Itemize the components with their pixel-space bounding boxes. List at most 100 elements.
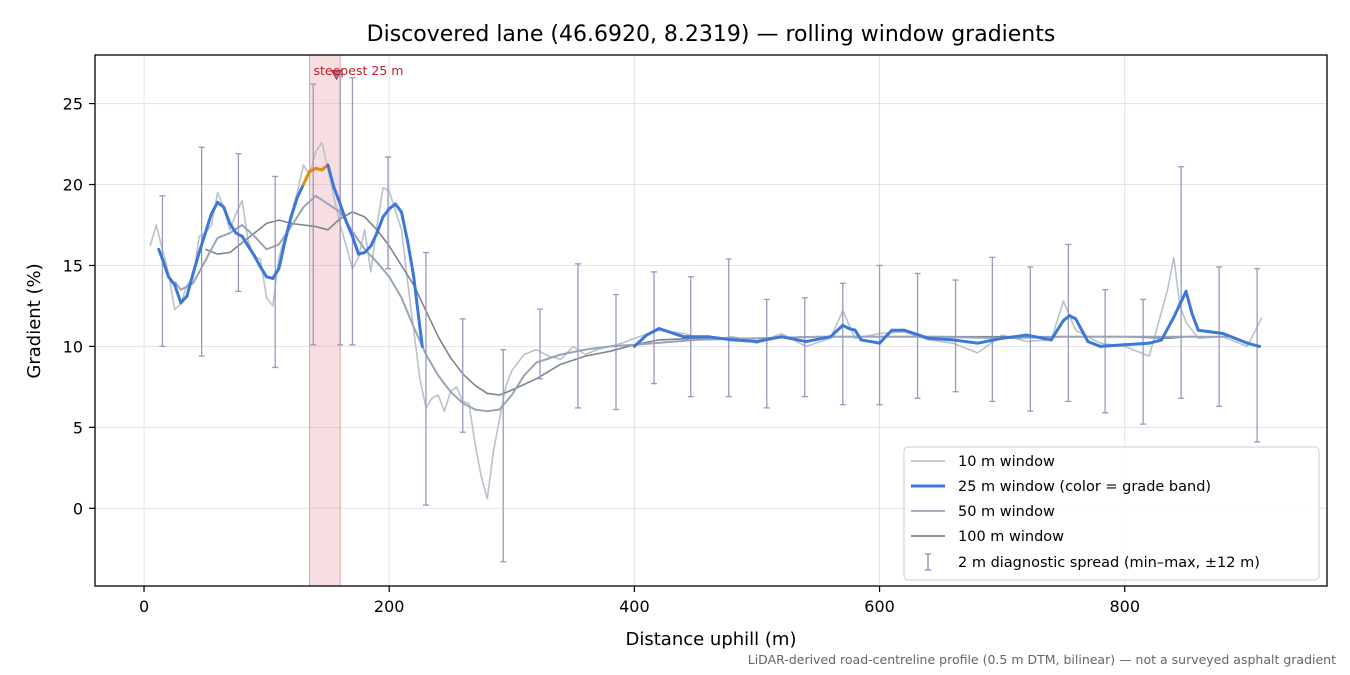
y-tick-label: 25 [63, 95, 83, 114]
legend-swatch-errorbar [925, 553, 931, 571]
y-tick-label: 20 [63, 176, 83, 195]
series-segment-25m [1147, 338, 1164, 345]
series-segment-25m [277, 239, 287, 271]
errorbar [763, 298, 770, 409]
series-segment-25m [412, 275, 422, 329]
y-tick-label: 15 [63, 256, 83, 275]
errorbar [989, 256, 996, 403]
series-segment-25m [295, 183, 305, 199]
errorbar [1216, 266, 1223, 407]
series-segment-25m [160, 257, 171, 279]
series-segment-25m [240, 234, 250, 248]
steepest-annotation: steepest 25 m [314, 63, 404, 78]
errorbar [952, 279, 959, 393]
series-segment-25m [228, 221, 238, 235]
legend-entry-10m: 10 m window [958, 454, 1055, 470]
series-segment-25m [878, 328, 894, 345]
y-tick-label: 10 [63, 337, 83, 356]
series-segment-25m [418, 325, 424, 348]
footnote: LiDAR-derived road-centreline profile (0… [748, 652, 1336, 667]
errorbar [1027, 266, 1034, 412]
series-segment-25m [283, 215, 293, 243]
series-segment-25m [252, 254, 262, 269]
steepest-marker [330, 70, 343, 81]
errorbar [1254, 268, 1261, 443]
errorbar [1178, 166, 1185, 399]
errorbar [1065, 243, 1072, 403]
y-axis-ticks: 0 5 10 15 20 25 [63, 95, 95, 518]
errorbar [235, 153, 242, 293]
series-segment-25m [859, 338, 882, 345]
series-segment-25m [369, 231, 379, 248]
series-segment-25m [829, 323, 845, 339]
errorbar [310, 83, 317, 346]
series-segment-25m [393, 202, 403, 214]
series-segment-25m [1086, 340, 1102, 348]
series-line-50m [173, 194, 1229, 413]
x-axis-label: Distance uphill (m) [626, 629, 797, 650]
series-segment-25m [271, 267, 281, 280]
series-segment-25m [1098, 343, 1127, 348]
series-segment-25m [1172, 302, 1182, 319]
errorbar [422, 251, 429, 506]
errorbar [349, 77, 356, 346]
errorbar [536, 308, 543, 380]
x-tick-label: 400 [619, 597, 650, 616]
series-segment-25m [657, 327, 685, 339]
series-segment-25m [1074, 317, 1090, 344]
series-segment-25m [730, 338, 759, 344]
series-segment-25m [350, 234, 361, 256]
errorbar [839, 282, 846, 406]
series-segment-25m [326, 163, 336, 190]
steepest-band [309, 54, 341, 587]
y-axis-label: Gradient (%) [24, 263, 45, 378]
steepest-highlight [309, 54, 341, 587]
series-segment-25m [222, 205, 232, 225]
errorbar [612, 293, 619, 411]
series-segment-25m [1178, 289, 1188, 306]
series-segment-25m [197, 231, 207, 255]
errorbar [159, 195, 166, 348]
series-segment-25m [381, 207, 391, 219]
series-segment-25m [976, 336, 1004, 345]
series-segment-25m [902, 328, 931, 340]
grid-lines [95, 55, 1327, 586]
plot-area: steepest 25 m [149, 63, 1263, 563]
series-segment-25m [951, 338, 980, 345]
series-segment-25m [755, 335, 783, 344]
series-segment-25m [301, 170, 312, 187]
series-segment-25m [1190, 312, 1200, 332]
x-tick-label: 600 [864, 597, 895, 616]
errorbar [650, 271, 657, 385]
series-segment-25m [927, 336, 955, 342]
series-segment-25m [1196, 328, 1225, 335]
errorbar [725, 258, 732, 398]
series-segment-25m [289, 195, 299, 219]
series-segment-25m [332, 186, 342, 206]
series-segment-25m [406, 239, 416, 279]
series-segment-25m [173, 283, 183, 305]
series-segment-25m [375, 215, 385, 235]
series-segment-25m [344, 220, 354, 238]
errorbar [801, 297, 808, 398]
series-segment-25m [1221, 331, 1249, 345]
errorbar [574, 263, 581, 409]
series-segment-25m [157, 247, 164, 261]
series-segment-25m [1184, 289, 1194, 316]
errorbar [459, 318, 466, 433]
series-segment-25m [258, 265, 269, 279]
series-segment-25m [1025, 333, 1053, 342]
series-segment-25m [1049, 319, 1065, 342]
legend-entry-errorbar: 2 m diagnostic spread (min–max, ±12 m) [958, 555, 1260, 571]
series-segment-25m [1123, 341, 1151, 347]
series-segment-25m [645, 327, 661, 337]
y-tick-label: 5 [73, 418, 83, 437]
legend-box [903, 446, 1320, 581]
series-segment-25m [246, 244, 256, 258]
legend-entry-25m: 25 m window (color = grade band) [958, 479, 1211, 495]
errorbar [500, 348, 507, 563]
x-tick-label: 800 [1109, 597, 1140, 616]
series-segment-25m [1000, 333, 1029, 340]
legend-entry-100m: 100 m window [958, 529, 1064, 545]
